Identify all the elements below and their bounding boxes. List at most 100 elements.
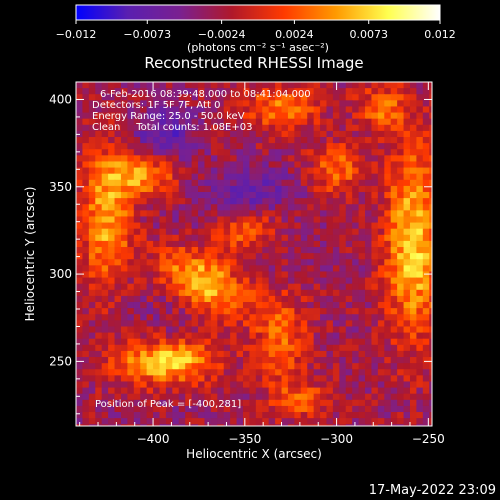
heatmap-cell xyxy=(185,88,193,95)
heatmap-cell xyxy=(204,94,212,101)
heatmap-cell xyxy=(140,399,148,407)
heatmap-cell xyxy=(210,240,218,248)
heatmap-cell xyxy=(339,253,347,260)
heatmap-cell xyxy=(436,174,443,181)
heatmap-cell xyxy=(114,369,122,376)
heatmap-cell xyxy=(300,350,308,358)
heatmap-cell xyxy=(153,369,161,376)
heatmap-cell xyxy=(294,210,302,218)
heatmap-cell xyxy=(108,173,116,181)
heatmap-cell xyxy=(230,265,238,273)
heatmap-cell xyxy=(210,338,218,346)
heatmap-cell xyxy=(140,234,148,242)
heatmap-cell xyxy=(409,240,417,248)
heatmap-cell xyxy=(153,375,161,383)
heatmap-cell xyxy=(159,277,167,285)
heatmap-cell xyxy=(101,369,109,376)
heatmap-cell xyxy=(204,228,212,236)
heatmap-cell xyxy=(210,130,218,138)
heatmap-cell xyxy=(191,149,199,156)
heatmap-cell xyxy=(397,112,405,120)
heatmap-cell xyxy=(172,381,180,389)
heatmap-cell xyxy=(120,247,128,254)
heatmap-cell xyxy=(377,228,385,236)
heatmap-cell xyxy=(159,204,167,211)
heatmap-cell xyxy=(429,124,432,132)
heatmap-cell xyxy=(217,179,225,187)
heatmap-cell xyxy=(217,283,225,291)
heatmap-cell xyxy=(371,100,379,108)
heatmap-cell xyxy=(409,253,417,260)
heatmap-cell xyxy=(101,308,109,315)
heatmap-cell xyxy=(365,387,373,395)
heatmap-cell xyxy=(262,149,270,156)
heatmap-cell xyxy=(268,363,276,370)
heatmap-cell xyxy=(377,143,385,150)
heatmap-cell xyxy=(358,167,366,175)
heatmap-cell xyxy=(242,216,251,224)
heatmap-cell xyxy=(76,228,84,236)
heatmap-cell xyxy=(352,88,360,95)
heatmap-cell xyxy=(300,234,308,242)
heatmap-cell xyxy=(416,130,424,138)
heatmap-cell xyxy=(416,222,424,230)
heatmap-cell xyxy=(377,302,385,309)
heatmap-cell xyxy=(313,369,321,376)
heatmap-cell xyxy=(422,222,430,230)
heatmap-cell xyxy=(159,350,167,358)
heatmap-cell xyxy=(153,253,161,260)
heatmap-cell xyxy=(172,222,180,230)
heatmap-cell xyxy=(95,192,103,199)
heatmap-cell xyxy=(429,161,432,169)
heatmap-cell xyxy=(326,283,334,291)
heatmap-cell xyxy=(332,283,340,291)
heatmap-cell xyxy=(300,412,308,419)
heatmap-cell xyxy=(422,82,430,89)
heatmap-cell xyxy=(140,198,148,205)
x-tick-label: −400 xyxy=(137,432,170,446)
heatmap-cell xyxy=(153,118,161,126)
heatmap-cell xyxy=(210,393,218,401)
heatmap-cell xyxy=(191,210,199,218)
heatmap-cell xyxy=(127,369,135,376)
heatmap-cell xyxy=(268,234,276,242)
heatmap-cell xyxy=(76,94,84,101)
heatmap-cell xyxy=(275,295,283,303)
heatmap-cell xyxy=(294,155,302,163)
heatmap-cell xyxy=(146,173,154,181)
heatmap-cell xyxy=(88,375,96,383)
heatmap-cell xyxy=(217,277,225,285)
heatmap-cell xyxy=(114,112,122,120)
heatmap-cell xyxy=(88,222,96,230)
heatmap-cell xyxy=(76,112,84,120)
heatmap-cell xyxy=(172,412,180,419)
heatmap-cell xyxy=(287,332,295,340)
heatmap-cell xyxy=(313,137,321,144)
heatmap-cell xyxy=(236,143,244,150)
heatmap-cell xyxy=(140,295,148,303)
heatmap-cell xyxy=(165,381,173,389)
heatmap-cell xyxy=(345,302,353,309)
heatmap-cell xyxy=(191,143,199,150)
heatmap-cell xyxy=(384,289,392,297)
heatmap-cell xyxy=(307,350,315,358)
heatmap-cell xyxy=(345,369,353,376)
heatmap-cell xyxy=(198,82,206,89)
heatmap-cell xyxy=(236,418,244,425)
heatmap-cell xyxy=(191,112,199,120)
heatmap-cell xyxy=(358,88,366,95)
heatmap-cell xyxy=(371,143,379,150)
heatmap-cell xyxy=(281,155,289,163)
heatmap-cell xyxy=(198,320,206,328)
heatmap-cell xyxy=(165,149,173,156)
heatmap-cell xyxy=(95,393,103,401)
heatmap-cell xyxy=(127,295,135,303)
heatmap-cell xyxy=(409,137,417,144)
heatmap-cell xyxy=(332,88,340,95)
heatmap-cell xyxy=(242,412,251,419)
heatmap-cell xyxy=(294,326,302,334)
heatmap-cell xyxy=(198,155,206,163)
heatmap-cell xyxy=(345,289,353,297)
heatmap-cell xyxy=(165,302,173,309)
heatmap-cell xyxy=(153,357,161,364)
